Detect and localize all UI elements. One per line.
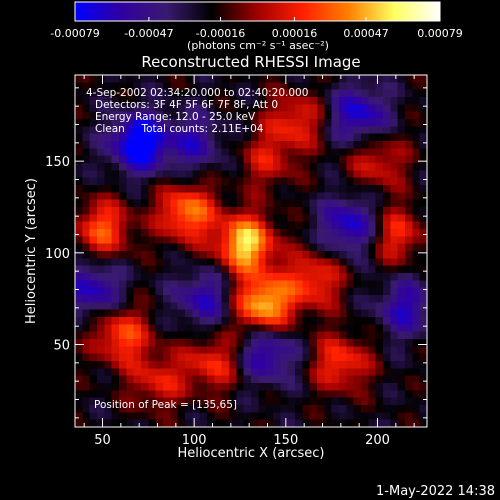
- annotation-energy-range: Energy Range: 12.0 - 25.0 keV: [95, 111, 256, 123]
- annotation-clean-counts: Clean Total counts: 2.11E+04: [95, 123, 264, 135]
- x-tick-label: 100: [182, 433, 207, 448]
- colorbar-tick-label: -0.00047: [124, 27, 173, 40]
- colorbar-tick-label: 0.00047: [343, 27, 389, 40]
- plot-area: 50 100 150 200 50 100 150: [45, 74, 428, 448]
- annotations: 4-Sep-2002 02:34:20.000 to 02:40:20.000 …: [86, 87, 308, 411]
- footer-timestamp: 1-May-2022 14:38: [376, 484, 495, 499]
- colorbar-tick-label: 0.00016: [272, 27, 318, 40]
- y-tick-label: 50: [53, 339, 70, 354]
- annotation-peak-position: Position of Peak = [135,65]: [94, 399, 237, 411]
- colorbar-tick-label: 0.00079: [417, 27, 463, 40]
- x-tick-label: 200: [365, 433, 390, 448]
- colorbar-gradient: [75, 2, 440, 21]
- colorbar-unit-label: (photons cm⁻² s⁻¹ asec⁻²): [187, 39, 329, 52]
- colorbar: -0.00079 -0.00047 -0.00016 0.00016 0.00047 0.…: [50, 1, 463, 52]
- y-axis-label: Heliocentric Y (arcsec): [24, 178, 39, 324]
- plot-frame: [74, 74, 428, 428]
- y-tick-label: 150: [45, 155, 70, 170]
- x-axis-label: Heliocentric X (arcsec): [178, 446, 325, 461]
- x-tick-label: 150: [273, 433, 298, 448]
- colorbar-frame: [74, 1, 441, 22]
- colorbar-ticks: -0.00079 -0.00047 -0.00016 0.00016 0.00047 0.…: [50, 17, 463, 40]
- y-tick-label: 100: [45, 247, 70, 262]
- x-tick-label: 50: [94, 433, 111, 448]
- chart-title: Reconstructed RHESSI Image: [141, 53, 360, 71]
- heatmap-image: [75, 75, 427, 427]
- annotation-detectors: Detectors: 3F 4F 5F 6F 7F 8F, Att 0: [95, 99, 278, 111]
- annotation-time-range: 4-Sep-2002 02:34:20.000 to 02:40:20.000: [86, 87, 308, 99]
- axis-ticks: 50 100 150 200 50 100 150: [45, 75, 427, 448]
- colorbar-tick-label: -0.00016: [196, 27, 245, 40]
- colorbar-tick-label: -0.00079: [50, 27, 99, 40]
